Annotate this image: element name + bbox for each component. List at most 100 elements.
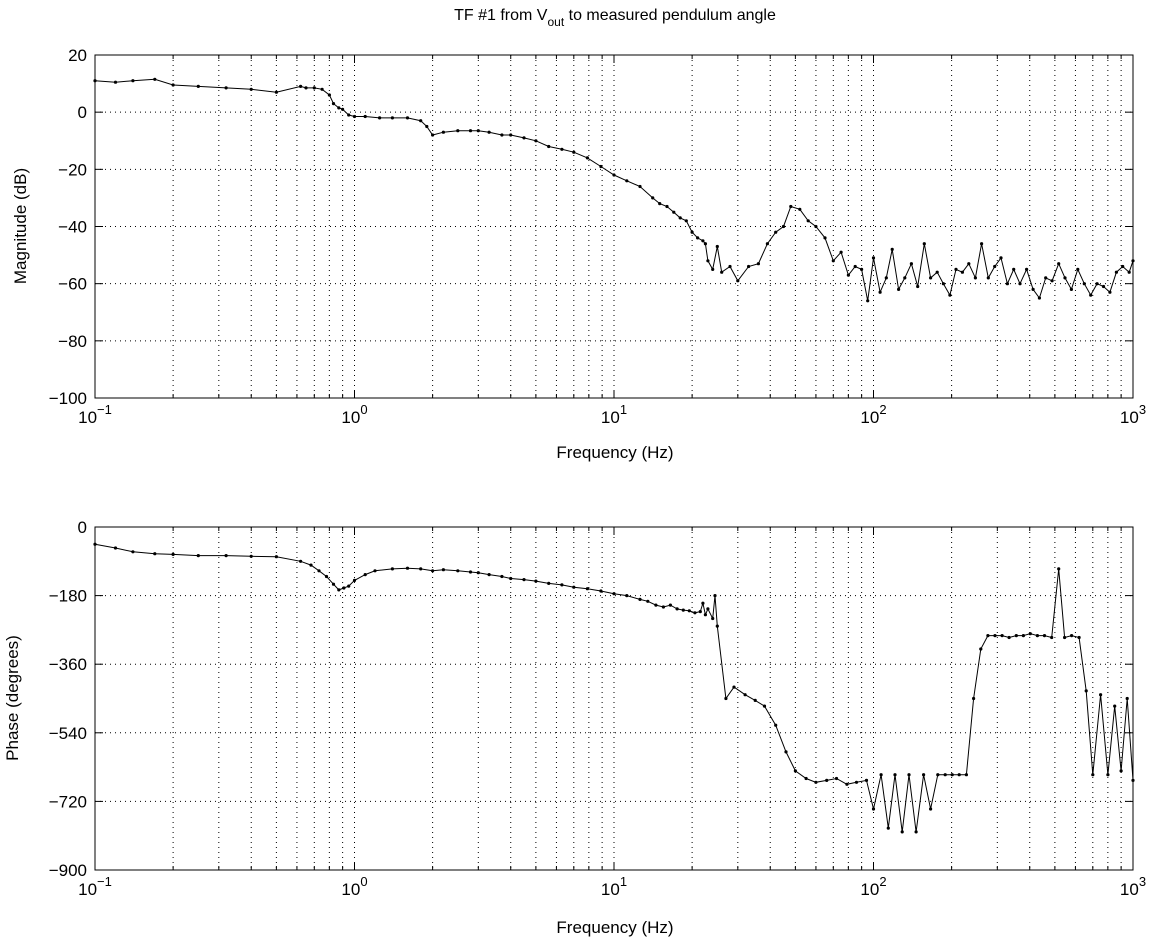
phase-data-point <box>893 773 897 777</box>
magnitude-panel: −100 −80 −60 −40 −20 0 20 10−1 100 101 102 103 <box>49 46 1146 427</box>
magnitude-data-point <box>871 256 876 260</box>
magnitude-data-point <box>1031 287 1035 291</box>
magnitude-data-point <box>756 262 761 266</box>
magnitude-x-tick-label: 102 <box>860 402 886 427</box>
magnitude-data-point <box>774 230 778 234</box>
phase-data-point <box>299 559 303 563</box>
magnitude-data-point <box>1025 267 1029 271</box>
magnitude-data-point <box>331 102 336 106</box>
phase-data-point <box>793 769 798 773</box>
phase-data-point <box>1042 634 1047 638</box>
magnitude-data-point <box>224 86 228 90</box>
phase-data-point <box>456 569 460 573</box>
phase-data-point <box>715 624 719 628</box>
magnitude-data-point <box>612 173 616 177</box>
magnitude-data-point <box>929 276 933 280</box>
phase-data-point <box>762 704 767 708</box>
magnitude-data-point <box>701 239 705 243</box>
magnitude-data-point <box>1063 276 1067 280</box>
phase-data-point <box>1131 778 1135 783</box>
phase-data-point <box>693 611 697 615</box>
magnitude-data-point <box>599 164 603 169</box>
phase-data-point <box>153 552 157 556</box>
magnitude-data-point <box>1057 262 1061 266</box>
magnitude-data-point <box>651 196 655 200</box>
phase-data-point <box>347 584 351 588</box>
phase-data-point <box>1099 693 1103 697</box>
magnitude-x-tick-label: 103 <box>1120 402 1146 427</box>
magnitude-data-point <box>747 264 751 269</box>
magnitude-data-point <box>831 259 835 263</box>
phase-data-point <box>441 568 445 572</box>
magnitude-data-point <box>487 130 491 134</box>
magnitude-plot-frame <box>94 54 1134 399</box>
magnitude-data-point <box>890 247 894 251</box>
magnitude-data-point <box>560 147 564 151</box>
phase-data-point <box>1050 635 1054 640</box>
phase-x-tick-label: 100 <box>341 874 367 899</box>
phase-data-point <box>337 588 341 592</box>
phase-data-point <box>1057 567 1061 571</box>
phase-data-point <box>522 578 526 582</box>
phase-grid <box>95 526 1133 871</box>
phase-y-tick-label: 0 <box>78 518 87 537</box>
magnitude-data-point <box>781 224 786 229</box>
magnitude-data-point <box>509 133 513 137</box>
phase-data-point <box>468 570 473 574</box>
phase-data-point <box>774 723 778 727</box>
magnitude-data-point <box>789 204 793 209</box>
phase-data-point <box>936 773 940 777</box>
magnitude-data-point <box>299 84 303 88</box>
magnitude-data-point <box>585 156 590 160</box>
phase-data-point <box>638 597 642 602</box>
magnitude-data-point <box>638 184 642 189</box>
phase-panel: −900 −720 −540 −360 −180 0 10−1 100 101 102 103 <box>49 518 1146 899</box>
magnitude-data-point <box>935 270 939 274</box>
phase-data-point <box>711 616 715 621</box>
magnitude-grid <box>95 54 1133 399</box>
phase-data-point <box>373 569 377 573</box>
phase-data-point <box>972 696 976 701</box>
magnitude-data-point <box>866 299 870 303</box>
phase-data-point <box>274 555 278 559</box>
phase-data-point <box>834 776 839 781</box>
phase-data-point <box>625 594 629 598</box>
magnitude-data-point <box>625 179 629 183</box>
magnitude-data-point <box>1044 276 1048 280</box>
phase-data-point <box>929 807 933 811</box>
magnitude-data-point <box>897 287 901 291</box>
magnitude-data-point <box>954 267 958 271</box>
phase-data-point <box>907 773 911 777</box>
magnitude-data-point <box>720 270 724 274</box>
phase-data-point <box>363 573 367 577</box>
magnitude-data-point <box>690 230 694 234</box>
phase-data-point <box>196 554 200 558</box>
magnitude-data-point <box>1012 267 1016 271</box>
magnitude-data-point <box>860 267 864 271</box>
phase-data-point <box>724 696 728 701</box>
phase-data-point <box>661 605 666 609</box>
magnitude-data-point <box>736 279 740 283</box>
phase-data-point <box>646 599 650 603</box>
phase-data-point <box>1000 634 1004 638</box>
phase-y-tick-label: −360 <box>49 655 87 674</box>
magnitude-data-point <box>390 116 394 120</box>
phase-data-point <box>957 773 961 777</box>
phase-data-point <box>871 807 876 811</box>
magnitude-data-point <box>986 276 990 280</box>
magnitude-data-point <box>909 262 914 266</box>
phase-data-point <box>701 601 705 605</box>
magnitude-data-point <box>728 264 732 269</box>
phase-data-point <box>405 566 410 570</box>
magnitude-data-point <box>476 129 480 133</box>
magnitude-data-point <box>1095 282 1099 286</box>
magnitude-data-point <box>665 204 669 209</box>
magnitude-data-point <box>706 259 710 263</box>
magnitude-data-point <box>341 107 345 111</box>
magnitude-data-point <box>431 133 435 137</box>
magnitude-data-point <box>327 93 331 97</box>
magnitude-data-point <box>547 144 551 149</box>
phase-data-point <box>706 607 710 611</box>
magnitude-y-tick-label: −60 <box>58 275 87 294</box>
